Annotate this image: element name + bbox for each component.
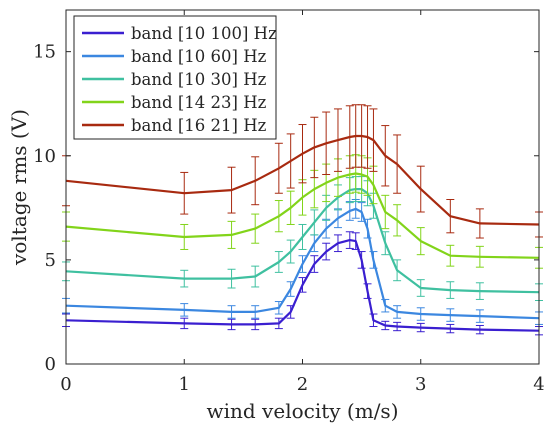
legend-label: band [10 60] Hz: [131, 47, 267, 66]
series-layer: [62, 104, 543, 336]
series-line: [65, 172, 540, 259]
legend-box: [73, 15, 277, 140]
legend-label: band [14 23] Hz: [131, 93, 267, 112]
x-tick-label: 3: [415, 374, 426, 395]
legend-label: band [10 30] Hz: [131, 70, 267, 89]
y-tick-label: 15: [33, 42, 56, 63]
y-axis-label: voltage rms (V): [7, 109, 31, 266]
y-tick-label: 0: [45, 354, 56, 375]
plot-frame: [65, 9, 540, 365]
x-tick-label: 1: [179, 374, 190, 395]
legend-label: band [10 100] Hz: [131, 24, 277, 43]
series-line: [65, 239, 540, 332]
y-tick-label: 10: [33, 146, 56, 167]
series-2: [62, 198, 543, 325]
series-line: [65, 207, 540, 320]
x-axis-label: wind velocity (m/s): [207, 399, 399, 423]
x-tick-label: 2: [297, 374, 308, 395]
y-tick-label: 5: [45, 250, 56, 271]
series-1: [62, 231, 543, 336]
legend-label: band [16 21] Hz: [131, 116, 267, 135]
legend: band [10 100] Hz band [10 60] Hz band [10 …: [73, 15, 277, 140]
ticks-layer: 0 1 2 3 4 0 5 10 15: [33, 10, 545, 395]
x-tick-label: 0: [60, 374, 71, 395]
x-tick-label: 4: [533, 374, 544, 395]
series-line: [65, 134, 540, 226]
